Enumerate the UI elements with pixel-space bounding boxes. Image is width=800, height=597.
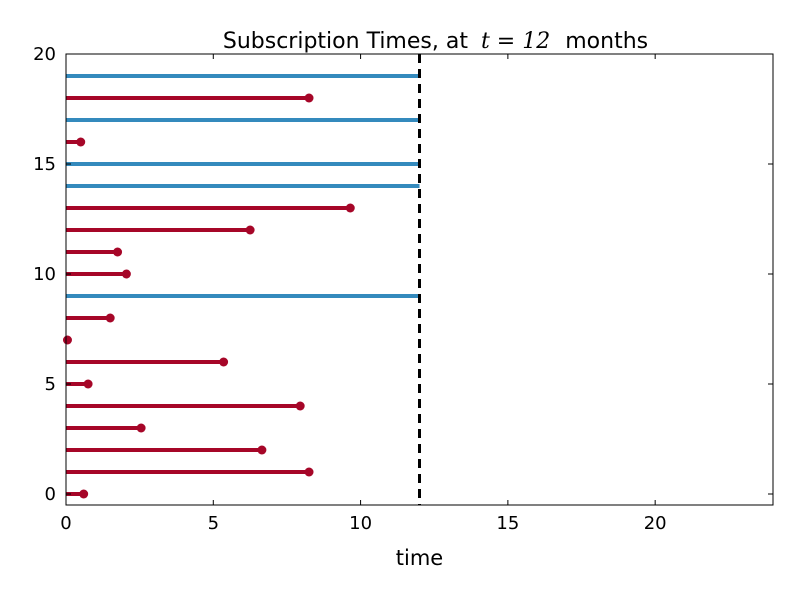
x-tick-label: 15 <box>496 513 519 534</box>
plot-frame <box>65 53 774 506</box>
title-math: t = 12 <box>481 29 550 54</box>
y-tick-label: 5 <box>45 374 56 395</box>
axis-ticks: 0 5 10 15 20 0 5 10 15 20 <box>33 44 773 534</box>
x-axis-label: time <box>396 546 443 570</box>
subject-end-dot-13 <box>345 203 355 213</box>
subject-end-dot-7 <box>62 335 72 345</box>
subject-end-dot-18 <box>304 93 314 103</box>
subject-end-dot-0 <box>79 489 89 499</box>
y-tick-label: 0 <box>45 484 56 505</box>
subject-end-dot-11 <box>113 247 123 257</box>
chart-marks <box>62 54 421 505</box>
title-suffix: months <box>565 29 648 54</box>
subject-end-dot-2 <box>257 445 267 455</box>
title-prefix: Subscription Times, at <box>223 29 468 54</box>
x-tick-label: 20 <box>644 513 667 534</box>
subject-end-dot-4 <box>295 401 305 411</box>
subject-end-dot-12 <box>245 225 255 235</box>
y-tick-label: 15 <box>33 154 56 175</box>
y-tick-label: 10 <box>33 264 56 285</box>
x-tick-label: 10 <box>349 513 372 534</box>
subject-end-dot-1 <box>304 467 314 477</box>
x-tick-label: 0 <box>60 513 71 534</box>
chart-title: Subscription Times, at t = 12 months <box>223 29 648 54</box>
subject-end-dot-3 <box>136 423 146 433</box>
subject-end-dot-5 <box>83 379 93 389</box>
subject-end-dot-10 <box>121 269 131 279</box>
subject-end-dot-16 <box>76 137 86 147</box>
y-tick-label: 20 <box>33 44 56 65</box>
x-tick-label: 5 <box>208 513 219 534</box>
subject-end-dot-6 <box>219 357 229 367</box>
subject-end-dot-8 <box>105 313 115 323</box>
